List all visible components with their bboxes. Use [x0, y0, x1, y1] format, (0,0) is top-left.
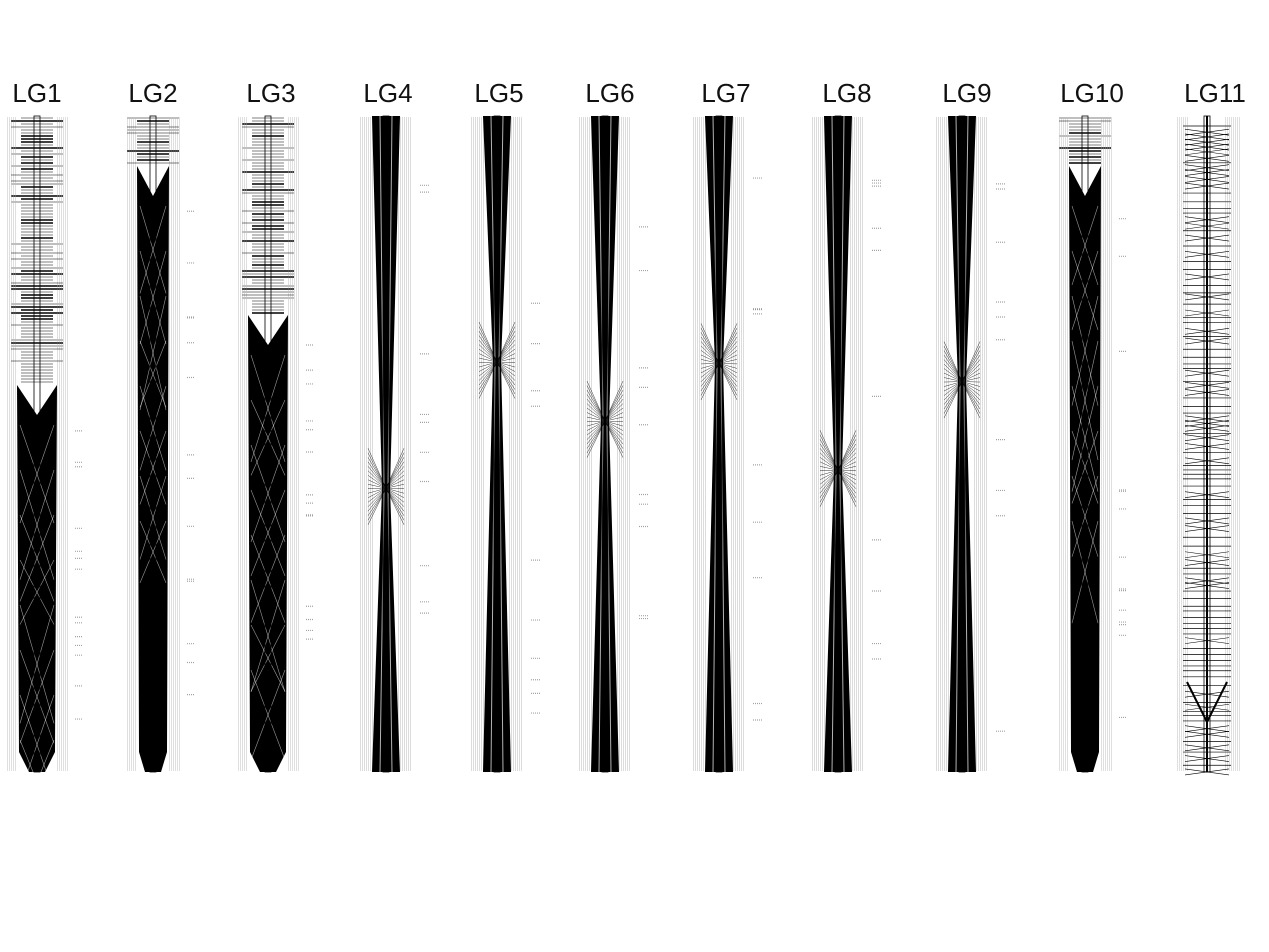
chromosome-body	[705, 116, 733, 772]
label-lg9: LG9	[942, 78, 991, 108]
chromosome-axis	[958, 115, 966, 773]
linkage-group-lg3	[238, 115, 314, 773]
chromosome-axis	[1081, 115, 1089, 773]
chromosome-axis	[601, 115, 609, 773]
chromosome-body	[17, 385, 57, 772]
label-lg3: LG3	[246, 78, 295, 108]
linkage-group-lg11	[1177, 115, 1241, 776]
chromosome-axis	[834, 115, 842, 773]
label-lg4: LG4	[363, 78, 412, 108]
label-lg8: LG8	[822, 78, 871, 108]
linkage-group-lg10	[1059, 115, 1127, 773]
label-lg2: LG2	[128, 78, 177, 108]
linkage-groups	[7, 115, 1241, 824]
chromosome-axis	[493, 115, 501, 773]
linkage-group-lg6	[579, 115, 649, 773]
linkage-group-lg7	[693, 115, 763, 773]
chromosome-body	[591, 116, 619, 772]
chromosome-axis	[264, 115, 272, 773]
label-lg11: LG11	[1184, 78, 1246, 108]
label-lg1: LG1	[12, 78, 61, 108]
label-lg7: LG7	[701, 78, 750, 108]
linkage-group-lg8	[812, 115, 882, 773]
chromosome-axis	[1203, 115, 1211, 773]
chromosome-body	[824, 116, 852, 772]
label-lg10: LG10	[1060, 78, 1124, 108]
linkage-group-lg1	[7, 115, 83, 824]
chromosome-axis	[715, 115, 723, 773]
label-lg6: LG6	[585, 78, 634, 108]
linkage-group-lg5	[471, 115, 541, 773]
linkage-group-lg4	[360, 115, 430, 773]
linkage-group-labels: LG1 LG2 LG3 LG4 LG5 LG6 LG7 LG8 LG9 LG10…	[12, 78, 1245, 108]
chromosome-body	[248, 315, 288, 772]
chromosome-axis	[33, 115, 41, 773]
linkage-group-lg9	[936, 115, 1006, 773]
chromosome-body	[372, 116, 400, 772]
label-lg5: LG5	[474, 78, 523, 108]
chromosome-body	[483, 116, 511, 772]
chromosome-axis	[382, 115, 390, 773]
chromosome-axis	[149, 115, 157, 773]
linkage-group-lg2	[127, 115, 195, 773]
chromosome-body	[948, 116, 976, 772]
